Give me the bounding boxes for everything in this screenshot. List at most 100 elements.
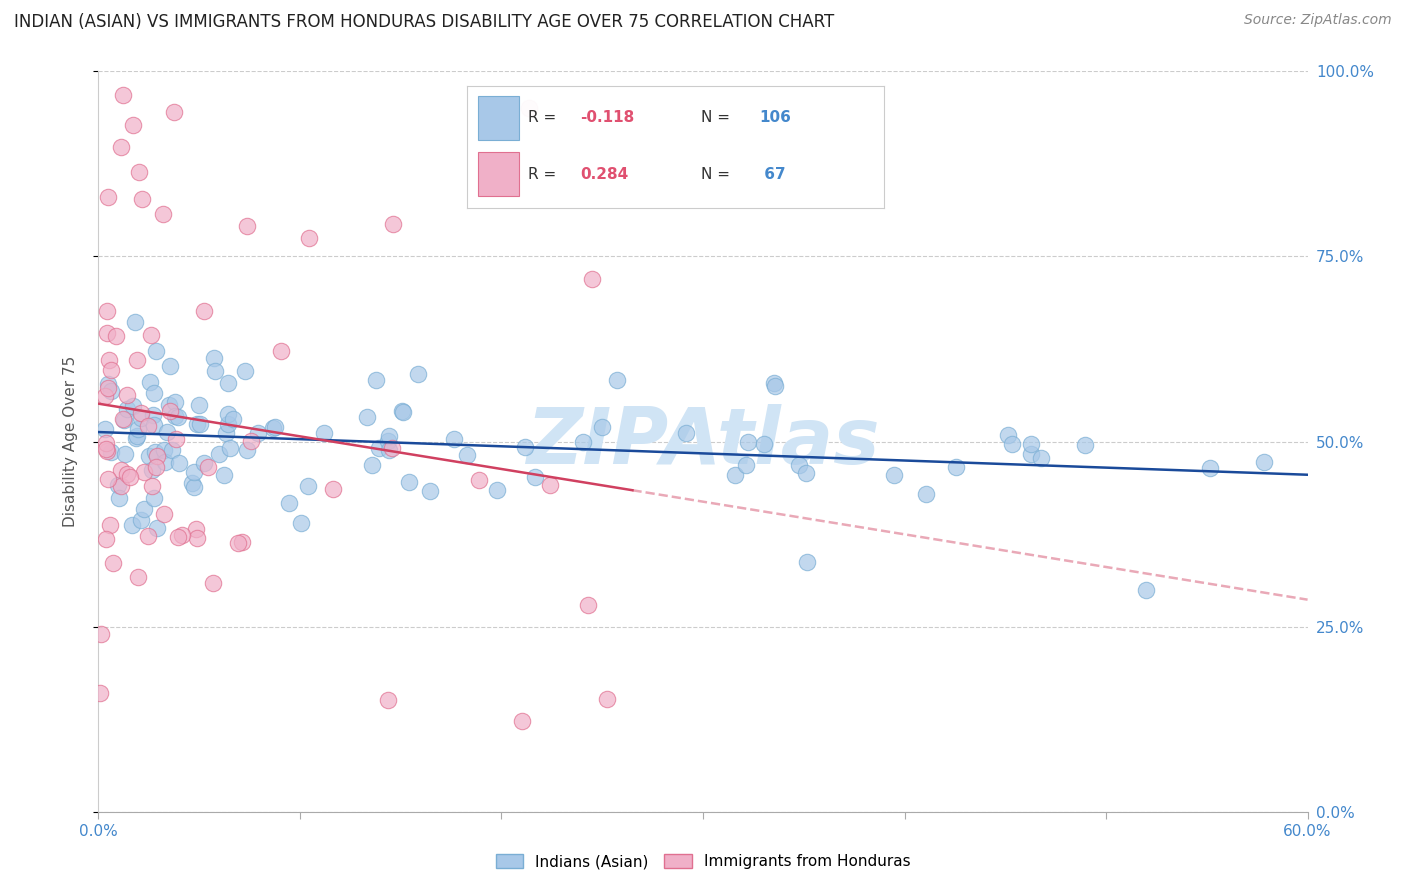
Point xyxy=(997,427,1019,442)
Point xyxy=(170,527,193,541)
Point xyxy=(381,217,404,231)
Point xyxy=(112,413,135,427)
Point xyxy=(110,139,132,153)
Point xyxy=(110,478,132,492)
Point xyxy=(94,389,117,403)
Point xyxy=(193,304,215,318)
Point xyxy=(443,432,465,446)
Text: Source: ZipAtlas.com: Source: ZipAtlas.com xyxy=(1244,13,1392,28)
Point xyxy=(96,435,118,450)
Point xyxy=(239,434,262,449)
Point xyxy=(157,398,180,412)
Point xyxy=(1019,447,1042,461)
Point xyxy=(101,556,124,570)
Point xyxy=(162,442,184,457)
Point xyxy=(127,422,149,436)
Point xyxy=(141,463,163,477)
Point xyxy=(96,442,118,457)
Point xyxy=(366,373,388,387)
Point xyxy=(1031,451,1053,466)
Point xyxy=(117,467,139,481)
Point xyxy=(145,520,167,534)
Point xyxy=(98,518,121,533)
Point xyxy=(111,87,134,102)
Point xyxy=(398,475,420,489)
Point xyxy=(591,420,613,434)
Point xyxy=(571,434,593,449)
Point xyxy=(125,352,148,367)
Point xyxy=(97,353,120,368)
Point xyxy=(193,456,215,470)
Point xyxy=(214,468,236,483)
Point xyxy=(538,478,561,492)
Point xyxy=(89,686,111,700)
Point xyxy=(606,373,628,387)
Point xyxy=(581,272,603,286)
Point xyxy=(167,530,190,544)
Point xyxy=(100,444,122,458)
Point xyxy=(512,714,534,728)
Point xyxy=(737,434,759,449)
Point xyxy=(120,470,142,484)
Point xyxy=(166,409,188,424)
Point xyxy=(104,328,127,343)
Point xyxy=(515,440,537,454)
Legend: Indians (Asian), Immigrants from Honduras: Indians (Asian), Immigrants from Hondura… xyxy=(489,847,917,875)
Point xyxy=(246,425,269,440)
Point xyxy=(734,458,756,472)
Point xyxy=(945,460,967,475)
Point xyxy=(1135,582,1157,597)
Point xyxy=(183,480,205,494)
Point xyxy=(226,536,249,550)
Point xyxy=(392,405,415,419)
Point xyxy=(183,465,205,479)
Point xyxy=(159,404,181,418)
Point xyxy=(724,467,747,482)
Point xyxy=(145,460,167,475)
Point xyxy=(153,455,176,469)
Point xyxy=(467,473,489,487)
Point xyxy=(883,467,905,482)
Point xyxy=(107,491,129,505)
Point xyxy=(235,219,257,233)
Point xyxy=(215,425,238,440)
Point xyxy=(156,425,179,440)
Point xyxy=(153,442,176,457)
Point xyxy=(115,388,138,402)
Point xyxy=(523,470,546,484)
Point xyxy=(763,376,786,391)
Point xyxy=(231,535,253,549)
Point xyxy=(132,501,155,516)
Point xyxy=(270,343,292,358)
Point xyxy=(167,456,190,470)
Point xyxy=(222,411,245,425)
Point xyxy=(186,522,208,536)
Point xyxy=(361,458,384,472)
Text: INDIAN (ASIAN) VS IMMIGRANTS FROM HONDURAS DISABILITY AGE OVER 75 CORRELATION CH: INDIAN (ASIAN) VS IMMIGRANTS FROM HONDUR… xyxy=(14,13,834,31)
Point xyxy=(97,381,120,395)
Point xyxy=(456,448,478,462)
Point xyxy=(100,362,122,376)
Point xyxy=(125,431,148,445)
Point xyxy=(107,478,129,492)
Point xyxy=(763,379,786,393)
Point xyxy=(165,432,187,446)
Point xyxy=(202,351,225,366)
Point xyxy=(129,513,152,527)
Point xyxy=(796,466,818,480)
Point xyxy=(235,363,257,377)
Point xyxy=(122,118,145,132)
Point xyxy=(1253,454,1275,468)
Point xyxy=(111,412,134,426)
Point xyxy=(378,443,401,458)
Point xyxy=(381,441,404,455)
Point xyxy=(97,190,120,204)
Point xyxy=(152,206,174,220)
Point xyxy=(90,627,112,641)
Point xyxy=(219,442,242,456)
Point xyxy=(128,164,150,178)
Point xyxy=(1001,437,1024,451)
Point xyxy=(1074,438,1097,452)
Text: ZIPAtlas: ZIPAtlas xyxy=(526,403,880,480)
Point xyxy=(117,401,139,416)
